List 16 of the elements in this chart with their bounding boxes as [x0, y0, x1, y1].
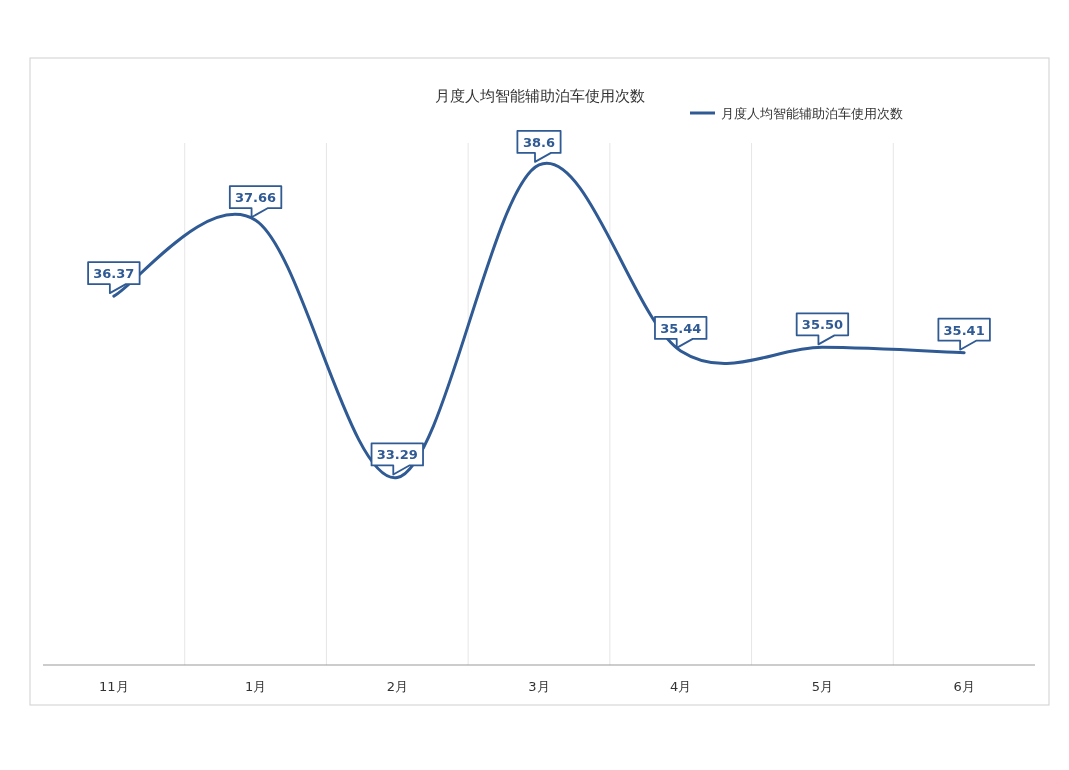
x-tick-label: 3月	[528, 679, 550, 694]
chart-title: 月度人均智能辅助泊车使用次数	[435, 87, 645, 105]
x-tick-label: 6月	[953, 679, 975, 694]
data-label: 38.6	[522, 134, 556, 150]
data-label: 37.66	[235, 190, 277, 206]
x-tick-label: 4月	[670, 679, 692, 694]
data-label: 35.41	[943, 322, 985, 338]
data-label: 35.50	[801, 317, 843, 333]
x-tick-label: 2月	[386, 679, 408, 694]
x-tick-label: 1月	[244, 679, 267, 694]
x-tick-label: 5月	[811, 679, 834, 694]
x-tick-label: 11月	[99, 679, 129, 694]
data-label: 36.37	[93, 266, 135, 282]
legend-label: 月度人均智能辅助泊车使用次数	[721, 106, 903, 121]
data-label: 35.44	[660, 320, 702, 336]
data-label: 33.29	[376, 447, 418, 463]
